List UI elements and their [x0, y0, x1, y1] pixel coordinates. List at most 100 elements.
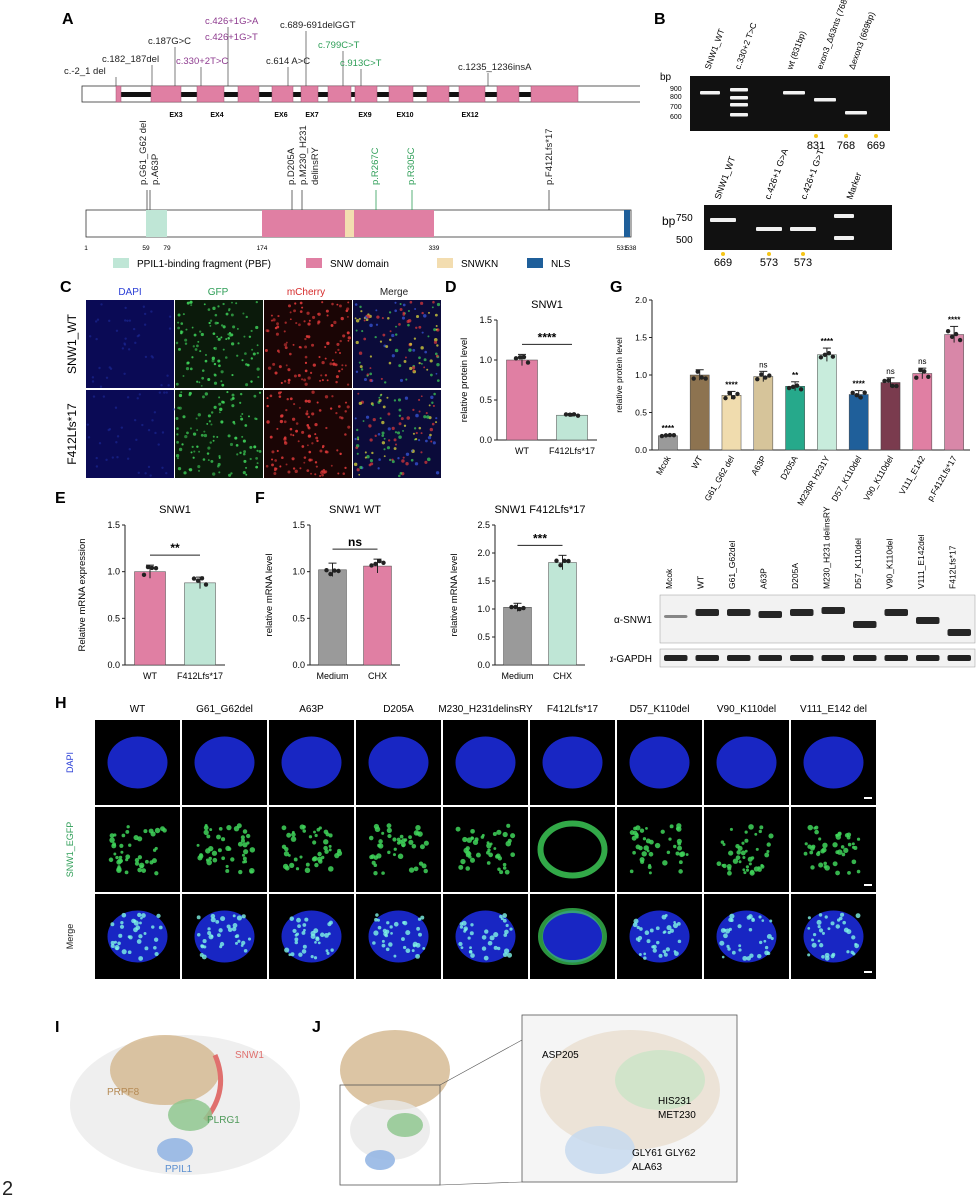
merge-dot [412, 369, 415, 372]
merge-speckle [673, 920, 676, 924]
gel-band [730, 113, 748, 117]
merge-speckle [140, 916, 143, 920]
x-tick-label: CHX [368, 671, 387, 681]
merge-dot [398, 422, 402, 426]
fluorescent-dot [245, 466, 248, 469]
fluorescent-dot [285, 409, 288, 412]
merge-dot [365, 318, 369, 322]
merge-dot [383, 381, 387, 384]
data-point [509, 604, 514, 610]
egfp-speckle [225, 845, 231, 852]
egfp-speckle [643, 845, 649, 851]
dapi-dot [124, 319, 127, 322]
merge-speckle [464, 928, 468, 932]
merge-speckle [284, 947, 290, 953]
egfp-speckle [376, 853, 382, 859]
egfp-speckle [510, 852, 516, 858]
data-point [858, 395, 863, 400]
merge-dot [408, 348, 412, 352]
merge-speckle [763, 939, 767, 943]
merge-dot [354, 437, 357, 441]
egfp-speckle [755, 847, 759, 851]
egfp-speckle [113, 852, 117, 856]
blot-band [947, 629, 971, 636]
exon-7 [327, 85, 352, 103]
egfp-speckle [822, 842, 828, 848]
fluorescent-dot [212, 306, 216, 311]
fluorescent-dot [278, 395, 282, 398]
data-point [336, 568, 341, 574]
fluorescent-dot [295, 321, 298, 325]
egfp-speckle [495, 853, 501, 859]
fluorescent-dot [181, 443, 184, 446]
egfp-speckle [642, 837, 647, 841]
zoom-line [439, 1039, 523, 1086]
domain-legend: PPIL1-binding fragment (PBF) SNW domain SN… [113, 258, 571, 270]
gel-lane-dot [721, 252, 725, 256]
merge-dot [402, 303, 406, 307]
egfp-speckle [648, 851, 654, 857]
egfp-speckle [249, 847, 256, 853]
fluorescent-dot [332, 362, 336, 366]
merge-speckle [415, 953, 421, 959]
fluorescent-dot [236, 354, 239, 357]
merge-speckle [758, 915, 762, 919]
merge-speckle [133, 927, 138, 933]
egfp-speckle [314, 833, 318, 838]
nucleus-dapi [803, 736, 864, 789]
merge-dot [363, 337, 367, 341]
bar [134, 571, 166, 666]
dapi-dot [92, 395, 96, 398]
fluorescent-dot [298, 406, 301, 409]
merge-dot [430, 395, 434, 399]
fluorescent-dot [182, 313, 185, 316]
merge-speckle [315, 936, 320, 942]
merge-speckle [236, 915, 243, 921]
merge-dot [365, 415, 370, 419]
egfp-speckle [766, 842, 771, 847]
fluorescent-dot [321, 379, 324, 382]
dapi-dot [143, 323, 147, 326]
fluorescent-dot [189, 427, 193, 430]
merge-speckle [196, 915, 201, 920]
fluorescent-dot [253, 394, 257, 398]
merge-speckle [217, 933, 221, 938]
merge-dot [418, 398, 421, 401]
merge-dot [414, 438, 418, 441]
merge-speckle [487, 940, 493, 946]
fluorescent-dot [258, 449, 262, 453]
merge-speckle [854, 943, 860, 949]
fluorescent-dot [236, 453, 239, 456]
panel-f-label: F [255, 490, 265, 507]
fluorescent-dot [210, 423, 213, 426]
fluorescent-dot [330, 324, 334, 327]
gel-band [756, 227, 782, 231]
merge-dot [436, 302, 441, 307]
fluorescent-dot [278, 391, 282, 395]
fluorescent-dot [289, 318, 292, 321]
merge-dot [383, 437, 386, 440]
fluorescent-dot [324, 374, 328, 377]
fluorescent-dot [207, 308, 211, 311]
dapi-dot [116, 455, 119, 459]
fluorescent-dot [279, 419, 284, 424]
egfp-speckle [238, 869, 243, 875]
merge-speckle [298, 952, 303, 957]
panel-b: B bp SNW1_WT c.330+2 T>C wt (831bp) exon3_Δ… [640, 0, 980, 285]
merge-dot [429, 433, 432, 437]
nucleus-merge-rim [538, 908, 607, 965]
fluorescent-dot [216, 464, 220, 468]
fluorescent-dot [178, 393, 183, 398]
merge-speckle [127, 950, 132, 955]
egfp-speckle [312, 856, 318, 862]
egfp-speckle [154, 871, 159, 876]
merge-dot [368, 424, 372, 428]
fluorescent-dot [335, 412, 338, 415]
channel-label: GFP [208, 287, 229, 298]
egfp-speckle [291, 832, 296, 837]
merge-speckle [665, 947, 670, 952]
structure-label: PLRG1 [207, 1115, 240, 1126]
merge-dot [369, 367, 372, 370]
dapi-dot [108, 366, 111, 369]
